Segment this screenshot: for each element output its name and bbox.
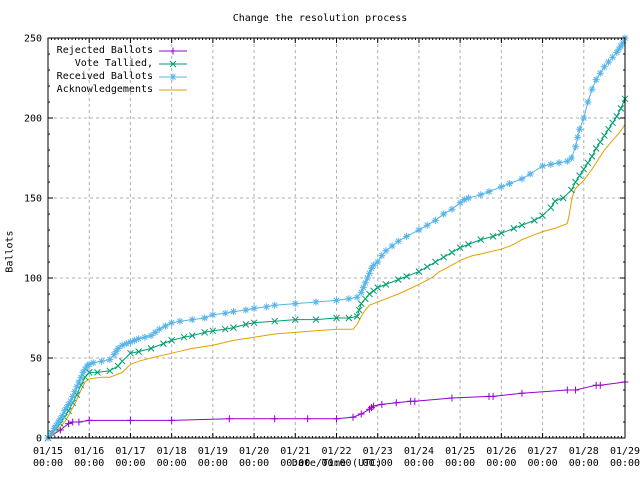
svg-text:00:00: 00:00 — [528, 458, 558, 469]
svg-text:00:00: 00:00 — [486, 458, 516, 469]
svg-text:00:00: 00:00 — [610, 458, 640, 469]
svg-text:01/21: 01/21 — [280, 446, 310, 457]
svg-text:01/15: 01/15 — [33, 446, 63, 457]
plot-border — [47, 37, 626, 439]
svg-text:00:00: 00:00 — [280, 458, 310, 469]
legend-item-1: Rejected Ballots — [50, 44, 188, 57]
series-vote-tallied — [44, 95, 629, 442]
plus-marker-icon — [159, 47, 187, 54]
svg-text:150: 150 — [24, 194, 42, 205]
cross-marker-icon — [159, 60, 187, 67]
svg-text:250: 250 — [24, 34, 42, 45]
svg-text:01/22: 01/22 — [321, 446, 351, 457]
series-received-ballots — [44, 34, 629, 442]
svg-text:0: 0 — [36, 434, 42, 445]
svg-text:01/16: 01/16 — [74, 446, 104, 457]
svg-text:00:00: 00:00 — [74, 458, 104, 469]
asterisk-marker-icon — [159, 73, 187, 80]
svg-text:01/26: 01/26 — [486, 446, 516, 457]
series-acknowledgements — [47, 124, 626, 439]
svg-text:00:00: 00:00 — [404, 458, 434, 469]
svg-text:00:00: 00:00 — [445, 458, 475, 469]
svg-text:01/17: 01/17 — [115, 446, 145, 457]
svg-text:00:00: 00:00 — [239, 458, 269, 469]
chart-title: Change the resolution process — [232, 13, 408, 24]
svg-text:200: 200 — [24, 114, 42, 125]
svg-text:00:00: 00:00 — [569, 458, 599, 469]
legend-item-3: Received Ballots — [50, 70, 188, 83]
svg-text:01/24: 01/24 — [404, 446, 434, 457]
svg-text:01/23: 01/23 — [363, 446, 393, 457]
x-axis-label: Date/Time (UTC) — [291, 458, 383, 469]
svg-text:00:00: 00:00 — [157, 458, 187, 469]
svg-text:01/20: 01/20 — [239, 446, 269, 457]
x-tick-labels: 01/1500:0001/1600:0001/1700:0001/1800:00… — [33, 446, 640, 469]
legend-label: Received Ballots — [56, 71, 153, 82]
svg-text:00:00: 00:00 — [198, 458, 228, 469]
legend-label: Rejected Ballots — [56, 45, 153, 56]
svg-text:01/25: 01/25 — [445, 446, 475, 457]
legend-label: Acknowledgements — [56, 84, 153, 95]
none-marker-icon — [159, 89, 187, 90]
svg-text:01/28: 01/28 — [569, 446, 599, 457]
svg-text:01/27: 01/27 — [528, 446, 558, 457]
svg-text:01/29: 01/29 — [610, 446, 640, 457]
legend-item-2: Vote Tallied, — [50, 57, 188, 70]
svg-text:00:00: 00:00 — [321, 458, 351, 469]
legend-item-4: Acknowledgements — [50, 83, 188, 96]
svg-text:100: 100 — [24, 274, 42, 285]
grid — [47, 37, 626, 439]
svg-text:00:00: 00:00 — [363, 458, 393, 469]
svg-text:01/18: 01/18 — [157, 446, 187, 457]
svg-text:50: 50 — [30, 354, 42, 365]
legend: Rejected Ballots Vote Tallied, Received Ba… — [50, 44, 188, 96]
svg-text:00:00: 00:00 — [33, 458, 63, 469]
y-tick-labels: 0 50 100 150 200 250 — [24, 34, 42, 445]
legend-label: Vote Tallied, — [74, 58, 153, 69]
svg-text:01/19: 01/19 — [198, 446, 228, 457]
svg-text:00:00: 00:00 — [115, 458, 145, 469]
